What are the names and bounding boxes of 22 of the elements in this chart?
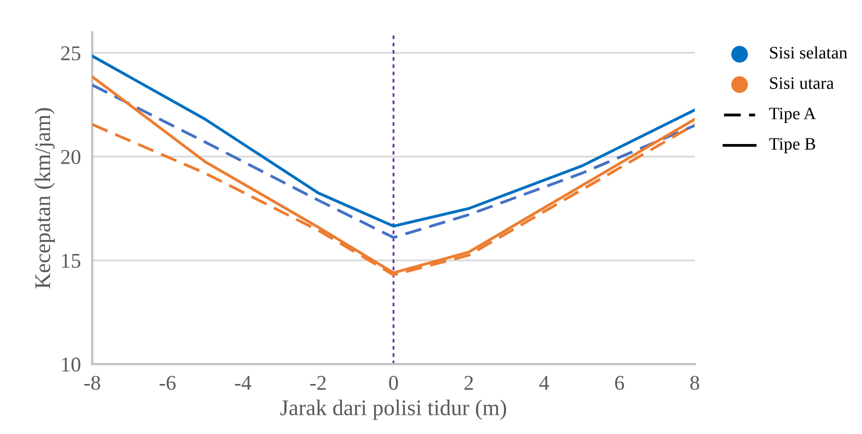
text: Sisi utara xyxy=(770,77,834,89)
line-series xyxy=(92,84,695,239)
x-tick-label: 8 xyxy=(690,376,700,390)
y-tick-label: 25 xyxy=(61,46,80,60)
text: Tipe A xyxy=(769,108,816,123)
x-tick-label: 2 xyxy=(464,376,473,390)
y-tick-label: 20 xyxy=(61,150,80,164)
text: Sisi selatan xyxy=(770,46,848,59)
x-tick-label: -4 xyxy=(234,376,252,390)
y-axis-title: Kecepatan (km/jam) xyxy=(34,108,55,288)
y-tick-label: 10 xyxy=(62,358,80,372)
x-tick-label: 6 xyxy=(615,376,624,390)
y-tick-label: 15 xyxy=(62,254,80,268)
text: Tipe B xyxy=(769,138,816,154)
x-tick-label: 4 xyxy=(539,376,550,390)
line-series xyxy=(92,75,695,274)
x-tick-label: -6 xyxy=(160,376,176,390)
x-axis-title: Jarak dari polisi tidur (m) xyxy=(280,400,506,420)
line-series xyxy=(92,54,695,228)
x-tick-label: -8 xyxy=(84,376,100,390)
x-tick-label: 0 xyxy=(389,376,398,390)
x-tick-label: -2 xyxy=(310,376,326,390)
